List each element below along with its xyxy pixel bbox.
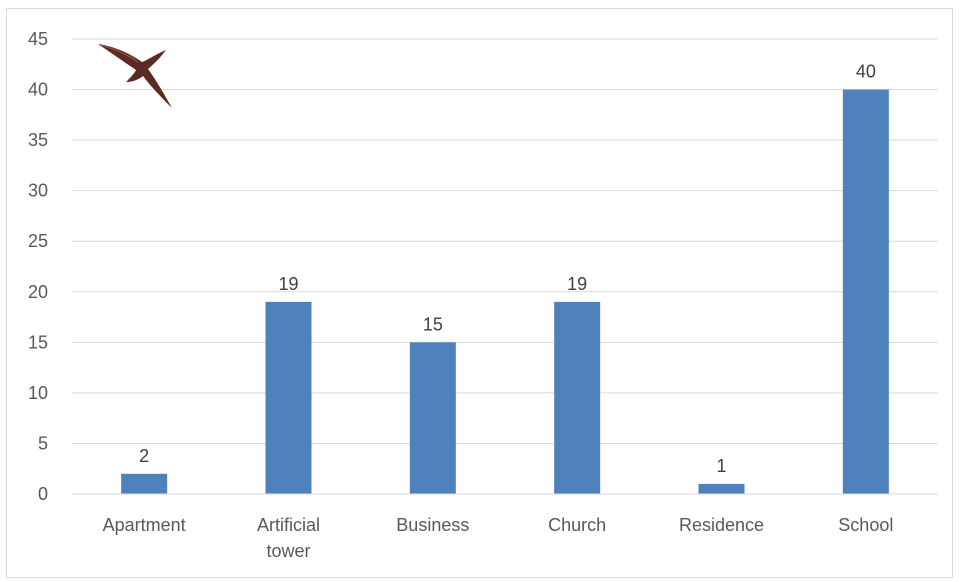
data-label: 15 (423, 314, 443, 334)
bar (698, 483, 745, 494)
x-tick-label-line: tower (266, 541, 310, 561)
y-tick-label: 20 (28, 282, 48, 302)
x-tick-label: Church (548, 515, 606, 535)
y-tick-label: 40 (28, 80, 48, 100)
swift-bird-icon (98, 44, 172, 108)
y-tick-label: 35 (28, 130, 48, 150)
x-tick-label-line: School (838, 515, 893, 535)
x-tick-label: Artificial tower (257, 515, 320, 561)
x-tick-label: School (838, 515, 893, 535)
y-tick-label: 10 (28, 383, 48, 403)
bar (409, 342, 456, 494)
x-tick-label: Business (396, 515, 469, 535)
x-tick-label-line: Business (396, 515, 469, 535)
x-tick-label: Residence (679, 515, 764, 535)
y-tick-label: 30 (28, 181, 48, 201)
y-axis-tick-labels: 0 5 10 15 20 25 30 35 40 45 (28, 29, 48, 504)
gridlines (72, 38, 938, 444)
x-tick-label-line: Artificial (257, 515, 320, 535)
x-axis-tick-labels: Apartment Artificial tower Business Church Re… (103, 515, 894, 561)
y-tick-label: 45 (28, 29, 48, 49)
bar (842, 89, 889, 495)
bar (554, 301, 601, 494)
y-tick-label: 0 (38, 484, 48, 504)
data-label: 40 (856, 62, 876, 82)
y-tick-label: 15 (28, 332, 48, 352)
data-label: 19 (567, 274, 587, 294)
y-tick-label: 25 (28, 231, 48, 251)
bar (265, 301, 312, 494)
bars (121, 89, 889, 495)
x-tick-label-line: Apartment (103, 515, 186, 535)
bar (121, 473, 168, 494)
data-label: 2 (139, 446, 149, 466)
x-tick-label-line: Residence (679, 515, 764, 535)
data-label: 1 (716, 456, 726, 476)
x-tick-label: Apartment (103, 515, 186, 535)
y-tick-label: 5 (38, 433, 48, 453)
data-label: 19 (278, 274, 298, 294)
data-labels: 2 19 15 19 1 40 (139, 62, 876, 476)
x-tick-label-line: Church (548, 515, 606, 535)
